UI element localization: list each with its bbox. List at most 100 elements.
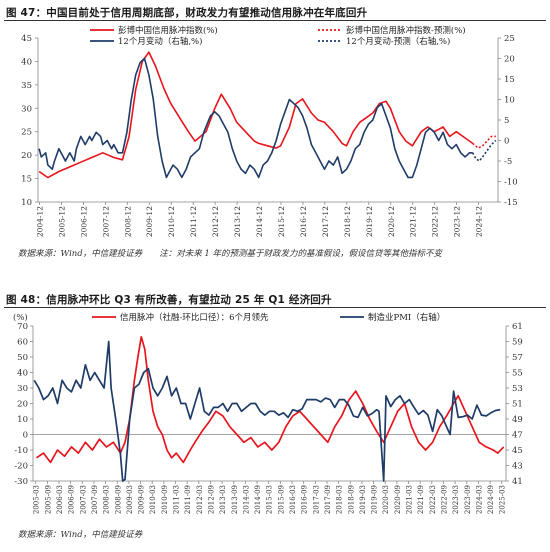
- chart1-legend-label: 12个月变动-预测（右轴,%): [346, 36, 450, 47]
- chart2-x-tick-label: 2011-03: [173, 485, 181, 514]
- chart2-x-tick-label: 2015-03: [266, 485, 274, 514]
- chart2-x-tick-label: 2011-09: [184, 485, 192, 514]
- chart1-x-tick-label: 2009-12: [145, 206, 154, 237]
- chart1-right-tick-label: 0: [504, 137, 509, 147]
- chart2-x-tick-label: 2022-03: [429, 485, 437, 514]
- chart1-legend-label: 12个月变动（右轴,%): [118, 36, 202, 47]
- chart1-x-tick-label: 2016-12: [299, 206, 308, 237]
- chart1-series-line-0: [38, 51, 474, 179]
- chart2-x-tick-label: 2020-09: [394, 485, 402, 514]
- chart2-left-tick-label: 10: [17, 415, 28, 425]
- figure-48-title: 图 48：信用脉冲环比 Q3 有所改善，有望拉动 25 年 Q1 经济回升: [6, 294, 332, 306]
- chart2-right-tick-label: 43: [512, 462, 523, 472]
- chart1-series-line-1: [472, 135, 496, 149]
- chart2-right-tick-label: 47: [512, 431, 523, 441]
- chart2-x-tick-label: 2023-03: [452, 485, 460, 514]
- chart1-left-tick-label: 10: [21, 198, 32, 208]
- chart1-right-tick-label: -10: [504, 178, 518, 188]
- chart1-x-tick-label: 2012-12: [211, 206, 220, 237]
- chart1-series-line-3: [471, 139, 497, 162]
- chart2-x-tick-label: 2014-03: [242, 485, 250, 514]
- chart2-x-tick-label: 2012-03: [196, 485, 204, 514]
- chart1-x-tick-label: 2013-12: [233, 206, 242, 237]
- chart1-x-tick-label: 2010-12: [167, 206, 176, 237]
- chart1-x-tick-label: 2004-12: [35, 206, 44, 237]
- chart2-right-tick-label: 49: [512, 415, 523, 425]
- chart2-left-tick-label: -30: [14, 477, 28, 487]
- credit-pulse-pmi-chart: (%) -30 -20 -10 0 10 20 30 40 50 60 70 41 43 45 47 49 51 5…: [13, 312, 523, 514]
- chart1-right-tick-label: 15: [504, 75, 515, 85]
- chart1-x-tick-label: 2024-12: [475, 206, 484, 237]
- chart1-x-tick-label: 2021-12: [409, 206, 418, 237]
- chart2-x-tick-label: 2008-09: [114, 485, 122, 514]
- chart2-right-tick-label: 57: [512, 353, 523, 363]
- chart1-legend-label: 彭博中国信用脉冲指数-预测(%): [346, 25, 466, 36]
- chart2-x-tick-label: 2022-09: [440, 485, 448, 514]
- figure-47-title-rule: [4, 20, 546, 21]
- chart1-x-tick-label: 2015-12: [277, 206, 286, 237]
- chart2-x-tick-label: 2018-09: [347, 485, 355, 514]
- chart2-x-tick-label: 2010-09: [161, 485, 169, 514]
- chart1-series: [38, 51, 497, 179]
- chart2-left-tick-label: 50: [17, 353, 28, 363]
- chart1-legend: 彭博中国信用脉冲指数(%)12个月变动（右轴,%) 彭博中国信用脉冲指数-预测(%…: [90, 25, 466, 47]
- chart2-x-tick-label: 2025-03: [499, 485, 507, 514]
- chart2-x-tick-label: 2007-03: [79, 485, 87, 514]
- chart1-axes: 10 15 20 25 30 35 40 45 -15 -10 -5 0 5 10 15 20 25 2004-1…: [21, 34, 518, 237]
- chart2-left-tick-label: -10: [14, 446, 28, 456]
- chart1-right-tick-label: 10: [504, 96, 515, 106]
- figure-48-source: 数据来源：Wind，中信建投证券: [18, 530, 143, 540]
- chart2-right-tick-label: 59: [512, 338, 523, 348]
- chart2-right-tick-label: 51: [512, 400, 523, 410]
- chart2-x-tick-label: 2023-09: [464, 485, 472, 514]
- chart2-x-tick-label: 2019-09: [371, 485, 379, 514]
- credit-impulse-chart: 10 15 20 25 30 35 40 45 -15 -10 -5 0 5 10 15 20 25 2004-1…: [21, 25, 518, 237]
- chart2-x-tick-label: 2019-03: [359, 485, 367, 514]
- figure-47-source: 数据来源：Wind，中信建投证券 注：对未来 1 年的预测基于财政发力的基准假设…: [18, 249, 443, 259]
- chart2-left-tick-label: 20: [17, 400, 28, 410]
- chart2-right-tick-label: 53: [512, 384, 523, 394]
- chart1-x-tick-label: 2017-12: [321, 206, 330, 237]
- chart2-series: [33, 335, 505, 482]
- chart1-x-tick-label: 2011-12: [189, 206, 198, 237]
- chart2-left-tick-label: 0: [23, 431, 28, 441]
- chart2-x-tick-label: 2020-03: [382, 485, 390, 514]
- chart1-x-tick-label: 2020-12: [387, 206, 396, 237]
- chart2-x-tick-label: 2008-03: [103, 485, 111, 514]
- chart1-left-tick-label: 20: [21, 151, 32, 161]
- chart2-x-tick-label: 2024-03: [475, 485, 483, 514]
- chart1-x-tick-label: 2018-12: [343, 206, 352, 237]
- chart2-left-tick-label: 70: [17, 322, 28, 332]
- chart1-right-tick-label: -15: [504, 198, 518, 208]
- figure-48-title-rule: [4, 307, 546, 308]
- chart2-x-tick-label: 2016-09: [301, 485, 309, 514]
- chart2-axes: (%) -30 -20 -10 0 10 20 30 40 50 60 70 41 43 45 47 49 51 5…: [13, 312, 523, 514]
- chart2-right-tick-label: 61: [512, 322, 523, 332]
- chart2-x-tick-label: 2016-03: [289, 485, 297, 514]
- chart2-x-tick-label: 2009-03: [126, 485, 134, 514]
- chart2-x-tick-label: 2005-09: [44, 485, 52, 514]
- chart1-series-line-2: [38, 57, 473, 179]
- chart2-series-line-1: [33, 340, 501, 482]
- chart2-left-tick-label: 40: [17, 369, 28, 379]
- chart1-right-tick-label: 25: [504, 34, 515, 44]
- chart2-legend-label: 信用脉冲（社融-环比口径）：6个月领先: [120, 312, 269, 323]
- chart2-x-tick-label: 2021-03: [406, 485, 414, 514]
- chart1-left-tick-label: 30: [21, 104, 32, 114]
- chart2-x-tick-label: 2024-09: [487, 485, 495, 514]
- chart2-x-tick-label: 2017-03: [312, 485, 320, 514]
- chart2-x-tick-label: 2018-03: [336, 485, 344, 514]
- chart1-x-tick-label: 2022-12: [431, 206, 440, 237]
- chart1-x-tick-label: 2019-12: [365, 206, 374, 237]
- chart2-x-tick-label: 2013-09: [231, 485, 239, 514]
- chart1-left-tick-label: 15: [21, 175, 32, 185]
- chart2-x-tick-label: 2021-09: [417, 485, 425, 514]
- chart2-right-tick-label: 45: [512, 446, 523, 456]
- chart1-x-tick-label: 2008-12: [123, 206, 132, 237]
- chart2-x-tick-label: 2007-09: [91, 485, 99, 514]
- chart2-x-tick-label: 2006-09: [68, 485, 76, 514]
- chart2-x-tick-label: 2006-03: [56, 485, 64, 514]
- chart2-left-tick-label: 30: [17, 384, 28, 394]
- chart2-left-tick-label: 60: [17, 338, 28, 348]
- chart1-right-tick-label: 20: [504, 55, 515, 65]
